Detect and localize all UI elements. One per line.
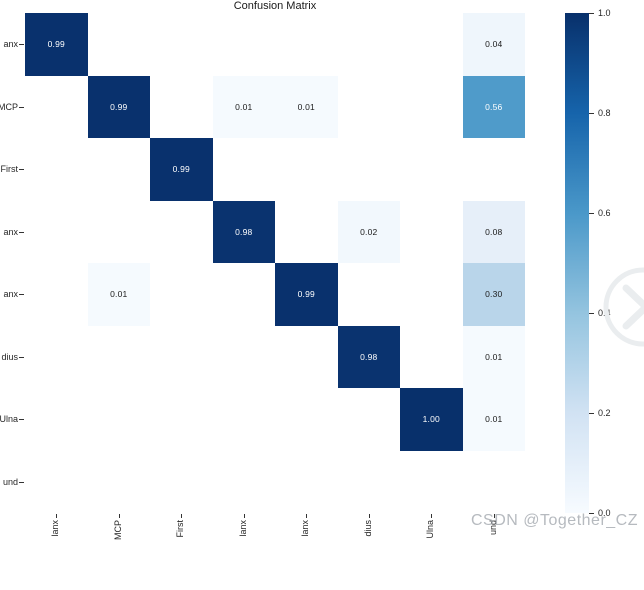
y-tick (19, 232, 24, 233)
colorbar-tick (589, 113, 594, 114)
y-axis-label: anx (3, 39, 18, 49)
heatmap-cell: 0.98 (337, 325, 400, 388)
colorbar-tick-label: 0.8 (598, 108, 611, 118)
colorbar-tick (589, 513, 594, 514)
colorbar-tick (589, 213, 594, 214)
heatmap-cell: 0.01 (212, 75, 275, 138)
heatmap-cell: 0.56 (462, 75, 525, 138)
x-axis-label: lanx (300, 520, 310, 537)
colorbar-tick-label: 1.0 (598, 8, 611, 18)
y-tick (19, 107, 24, 108)
colorbar-tick-label: 0.0 (598, 508, 611, 518)
heatmap-cell: 0.99 (275, 263, 338, 326)
x-axis-label: lanx (50, 520, 60, 537)
x-axis-label: lanx (238, 520, 248, 537)
heatmap-cell: 0.98 (212, 200, 275, 263)
x-tick (56, 514, 57, 518)
x-axis-label: First (175, 520, 185, 538)
watermark-text: CSDN @Together_CZ (470, 512, 638, 529)
colorbar-tick-label: 0.2 (598, 408, 611, 418)
y-tick (19, 357, 24, 358)
heatmap-cell: 0.99 (87, 75, 150, 138)
heatmap-cell: 0.08 (462, 200, 525, 263)
heatmap-cell: 0.04 (462, 13, 525, 76)
heatmap-cell: 0.01 (462, 388, 525, 451)
confusion-matrix-figure: Confusion Matrix 0.99 0.04 0.99 0.01 0.01 0.5… (0, 0, 644, 540)
heatmap-cell: 0.01 (275, 75, 338, 138)
y-axis-label: Ulna (0, 414, 18, 424)
colorbar-tick (589, 13, 594, 14)
x-tick (306, 514, 307, 518)
y-axis-label: anx (3, 289, 18, 299)
y-tick (19, 419, 24, 420)
heatmap-cell: 0.99 (25, 13, 88, 76)
heatmap-grid: 0.99 0.04 0.99 0.01 0.01 0.56 0.99 0.98 0.02 0.08… (25, 13, 525, 513)
colorbar (565, 13, 589, 513)
y-tick (19, 482, 24, 483)
x-tick (119, 514, 120, 518)
x-axis-label: und (488, 520, 498, 536)
y-axis-label: dius (1, 352, 18, 362)
y-tick (19, 169, 24, 170)
y-tick (19, 44, 24, 45)
chart-title: Confusion Matrix (233, 0, 317, 12)
chevron-right-circle-icon (603, 267, 644, 347)
x-tick (494, 514, 495, 518)
heatmap-cell: 0.02 (337, 200, 400, 263)
heatmap-cell: 0.01 (87, 263, 150, 326)
heatmap-cell: 0.30 (462, 263, 525, 326)
y-axis-label: First (0, 164, 19, 174)
y-axis-label: anx (3, 227, 18, 237)
x-tick (431, 514, 432, 518)
x-axis-label: dius (363, 520, 373, 537)
colorbar-tick (589, 413, 594, 414)
colorbar-tick-label: 0.6 (598, 208, 611, 218)
y-axis-label: und (2, 477, 18, 487)
x-tick (181, 514, 182, 518)
x-axis-label: Ulna (425, 520, 435, 539)
x-tick (369, 514, 370, 518)
x-tick (244, 514, 245, 518)
x-axis-label: MCP (113, 520, 123, 540)
heatmap-cell: 1.00 (400, 388, 463, 451)
heatmap-cell: 0.01 (462, 325, 525, 388)
y-tick (19, 294, 24, 295)
heatmap-cell: 0.99 (150, 138, 213, 201)
colorbar-tick (589, 313, 594, 314)
y-axis-label: MCP (0, 102, 18, 112)
